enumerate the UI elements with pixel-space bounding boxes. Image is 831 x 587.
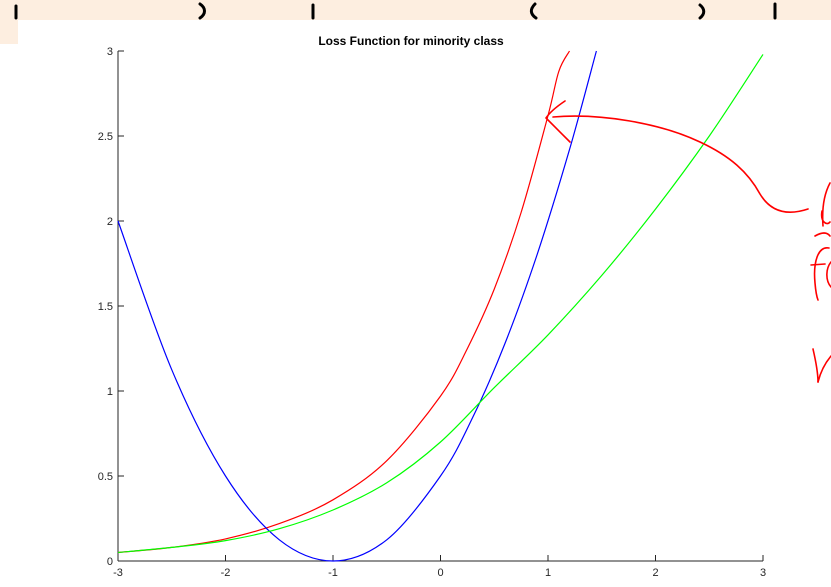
highlight-margin <box>0 0 18 44</box>
handwritten-note-right <box>810 182 831 383</box>
x-tick-label: -2 <box>221 567 231 579</box>
handwritten-highlight-band <box>0 0 831 20</box>
chart-title: Loss Function for minority class <box>318 34 504 48</box>
y-tick-label: 2.5 <box>98 131 113 143</box>
x-tick-label: -3 <box>113 567 123 579</box>
y-tick-label: 0 <box>107 556 113 568</box>
x-tick-label: 3 <box>760 567 766 579</box>
x-tick-label: -1 <box>328 567 338 579</box>
series-lines <box>117 50 764 562</box>
handwritten-scribble-top <box>14 2 777 20</box>
series-line-1 <box>117 50 571 554</box>
series-line-2 <box>117 50 597 562</box>
y-tick-label: 0.5 <box>98 471 113 483</box>
x-tick-label: 0 <box>437 567 443 579</box>
handwritten-arrow-annotation <box>545 100 809 213</box>
y-tick-label: 1 <box>107 386 113 398</box>
ticks: -3 -2 -1 0 1 2 3 0 0.5 1 1.5 2 2.5 3 <box>98 46 766 579</box>
series-line-3 <box>117 54 764 554</box>
axes <box>117 51 763 562</box>
y-tick-label: 1.5 <box>98 301 113 313</box>
x-tick-label: 1 <box>545 567 551 579</box>
x-tick-label: 2 <box>652 567 658 579</box>
y-tick-label: 3 <box>107 46 113 58</box>
y-tick-label: 2 <box>107 216 113 228</box>
